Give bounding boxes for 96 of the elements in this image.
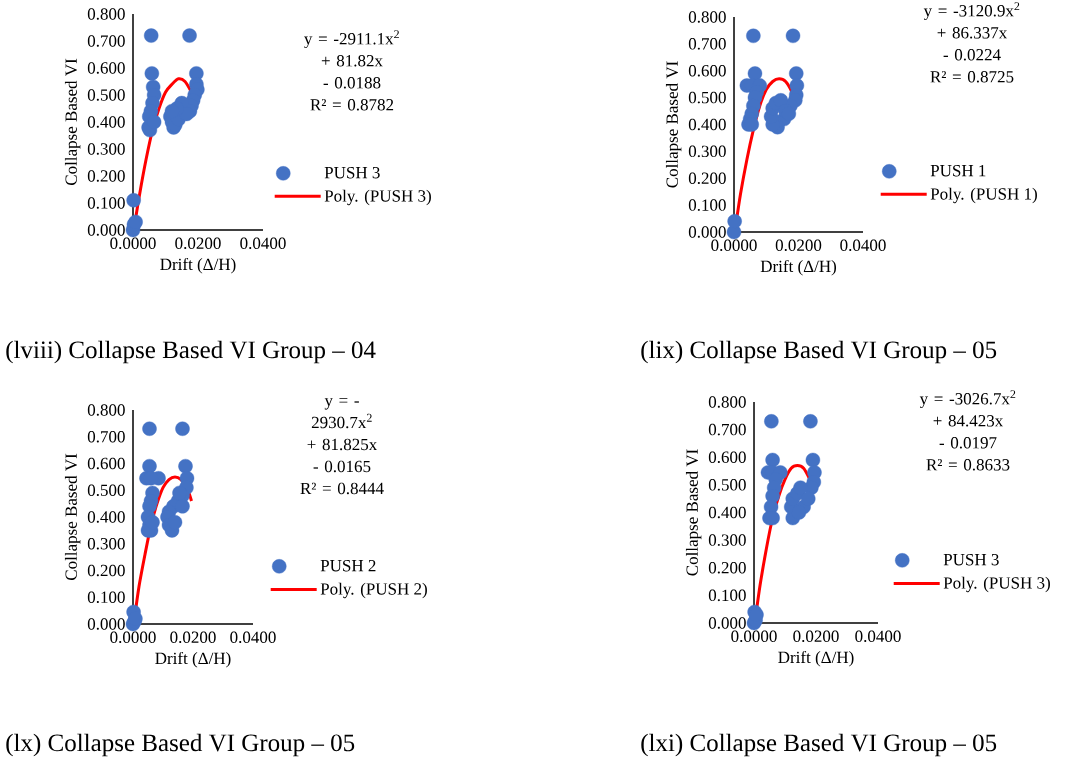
x-tick-label: 0.0200 [793,630,839,643]
text: (lxi) Collapse Based VI Group – 05 [641,733,997,757]
point [793,480,808,495]
x-tick-label: 0.0000 [110,631,156,644]
y-tick-label: 0.500 [87,484,125,497]
point [175,421,190,436]
x-tick-label: 0.0000 [711,239,757,252]
point [175,499,190,514]
y-tick-label: 0.000 [87,618,125,630]
point [746,28,761,44]
y-tick-label: 0.100 [708,589,746,602]
x-tick-label: 0.0400 [840,239,886,252]
x-tick-label: 0.0400 [240,237,286,250]
text: R² = 0.8633 [926,459,1010,471]
point [803,414,818,429]
x-axis-title: Drift (Δ/H) [160,257,236,274]
text: R² = 0.8782 [310,99,394,111]
point [764,414,779,429]
y-tick-label: 0.100 [87,591,125,604]
point [801,491,816,506]
x-tick-label: 0.0000 [731,630,777,643]
text: y = -2930.7x$^{2}$ + 81.825x - 0.0165 [307,398,378,473]
x-tick-label: 0.0000 [110,237,156,250]
text: R² = 0.8444 [300,482,384,495]
y-tick-label: 0.300 [688,145,726,158]
y-tick-label: 0.000 [87,224,125,236]
y-tick-label: 0.800 [708,396,746,408]
y-tick-label: 0.400 [87,116,125,128]
point [765,452,780,468]
y-tick-label: 0.700 [688,38,726,50]
x-axis-title: Drift (Δ/H) [155,651,231,668]
x-tick-label: 0.0200 [175,237,221,250]
legend-label: Poly. (PUSH 3) [943,576,1050,593]
legend-label: PUSH 1 [930,164,986,177]
y-tick-label: 0.400 [708,506,746,519]
text: R² = 0.8725 [930,71,1014,83]
point [785,28,801,44]
y-tick-label: 0.300 [87,537,125,550]
x-tick-label: 0.0400 [230,631,276,644]
x-tick-label: 0.0200 [170,631,216,644]
point [789,66,804,81]
legend-label: PUSH 3 [324,166,380,179]
point [144,28,159,43]
legend-label: PUSH 3 [943,553,999,566]
y-tick-label: 0.300 [708,534,746,546]
text: y = -3026.7x$^{2}$ + 84.423x - 0.0197 [919,390,1016,449]
point [142,458,157,474]
y-tick-label: 0.000 [688,226,726,238]
y-tick-label: 0.200 [87,564,125,577]
x-axis-title: Drift (Δ/H) [760,259,837,276]
y-tick-label: 0.800 [87,8,125,20]
text: (lix) Collapse Based VI Group – 05 [641,340,997,364]
y-tick-label: 0.700 [87,430,125,443]
point [142,421,157,436]
point [727,214,742,229]
text: y = -3120.9x$^{2}$ + 86.337x - 0.0224 [923,2,1020,61]
y-tick-label: 0.600 [87,62,125,74]
y-tick-label: 0.700 [87,35,125,47]
legend-label: Poly. (PUSH 2) [320,582,427,599]
y-tick-label: 0.500 [688,91,726,104]
legend-label: PUSH 2 [320,559,376,572]
y-axis-title: Collapse Based VI [685,449,702,576]
y-tick-label: 0.500 [708,479,746,491]
y-tick-label: 0.600 [87,457,125,470]
y-tick-label: 0.200 [87,170,125,182]
point [178,458,193,474]
point [182,28,197,43]
y-tick-label: 0.100 [688,199,726,211]
x-axis-title: Drift (Δ/H) [778,650,854,667]
y-tick-label: 0.800 [688,11,726,23]
text: (lx) Collapse Based VI Group – 05 [6,733,355,757]
x-tick-label: 0.0400 [855,630,901,643]
x-tick-label: 0.0200 [775,239,822,252]
point [126,193,141,208]
y-tick-label: 0.600 [708,451,746,464]
y-tick-label: 0.700 [708,423,746,436]
legend-label: Poly. (PUSH 1) [930,187,1037,204]
y-axis-title: Collapse Based VI [64,58,81,186]
y-axis-title: Collapse Based VI [665,61,682,188]
y-tick-label: 0.500 [87,89,125,101]
y-axis-title: Collapse Based VI [64,453,81,581]
point [747,66,763,81]
text: y = -2911.1x$^{2}$ + 81.82x - 0.0188 [304,30,399,89]
legend-label: Poly. (PUSH 3) [324,189,431,206]
y-tick-label: 0.400 [688,118,726,131]
y-tick-label: 0.000 [708,617,746,629]
y-tick-label: 0.600 [688,64,726,77]
y-tick-label: 0.100 [87,197,125,209]
point [144,66,160,81]
y-tick-label: 0.400 [87,511,125,523]
y-tick-label: 0.200 [688,172,726,185]
point [805,452,821,468]
text: (lviii) Collapse Based VI Group – 04 [6,340,376,364]
y-tick-label: 0.200 [708,561,746,574]
y-tick-label: 0.800 [87,404,125,416]
y-tick-label: 0.300 [87,143,125,155]
